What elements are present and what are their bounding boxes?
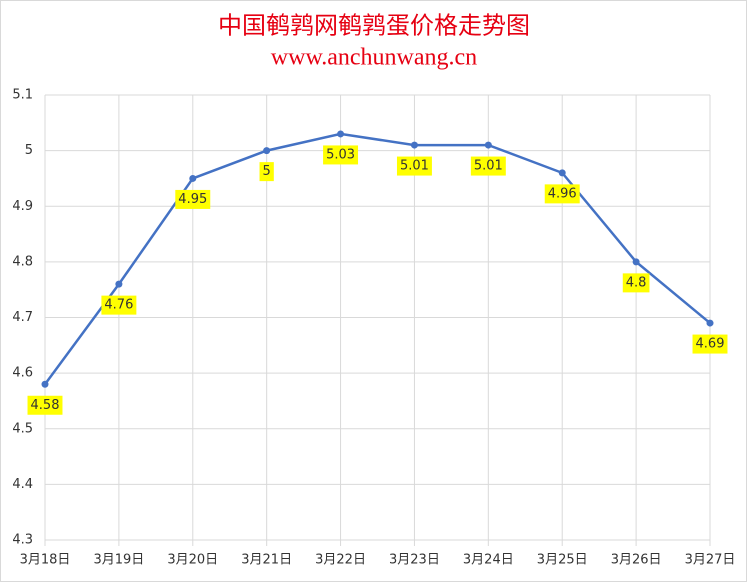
data-label-text: 5.01 xyxy=(400,159,429,174)
data-label-bg xyxy=(622,273,650,293)
x-tick-label: 3月27日 xyxy=(685,553,736,568)
data-label-text: 4.69 xyxy=(696,337,725,352)
x-tick-label: 3月25日 xyxy=(537,553,588,568)
x-tick-label: 3月18日 xyxy=(20,553,71,568)
data-label-bg xyxy=(544,184,580,204)
data-label-bg xyxy=(396,156,432,176)
point xyxy=(410,141,418,149)
y-tick-label: 4.9 xyxy=(12,199,33,214)
x-tick-label: 3月23日 xyxy=(389,553,440,568)
y-tick-label: 4.6 xyxy=(12,366,33,381)
chart-title: 中国鹌鹑网鹌鹑蛋价格走势图 xyxy=(218,12,530,40)
x-tick-label: 3月20日 xyxy=(167,553,218,568)
data-label: 4.76 xyxy=(101,295,137,315)
data-label: 5.01 xyxy=(396,156,432,176)
point xyxy=(115,280,123,288)
data-label-text: 5 xyxy=(263,164,271,179)
data-label-text: 4.8 xyxy=(626,275,647,290)
data-label: 5.01 xyxy=(470,156,506,176)
data-label: 4.69 xyxy=(692,334,728,354)
x-tick-label: 3月22日 xyxy=(315,553,366,568)
y-tick-label: 4.7 xyxy=(12,310,33,325)
data-label-text: 5.01 xyxy=(474,159,503,174)
point xyxy=(558,169,566,177)
data-label: 5 xyxy=(259,162,274,182)
point xyxy=(41,380,49,388)
x-tick-label: 3月26日 xyxy=(611,553,662,568)
point xyxy=(706,319,714,327)
data-label: 4.96 xyxy=(544,184,580,204)
point xyxy=(337,130,345,138)
data-label-text: 5.03 xyxy=(326,147,355,162)
data-label-text: 4.96 xyxy=(548,186,577,201)
data-label: 4.58 xyxy=(27,395,63,415)
data-label-text: 4.95 xyxy=(178,192,207,207)
chart-subtitle: www.anchunwang.cn xyxy=(271,45,477,71)
y-tick-label: 5.1 xyxy=(12,88,33,103)
y-tick-label: 5 xyxy=(25,143,33,158)
y-tick-label: 4.8 xyxy=(12,254,33,269)
data-label-bg xyxy=(692,334,728,354)
data-label-bg xyxy=(470,156,506,176)
y-tick-label: 4.3 xyxy=(12,533,33,548)
y-tick-label: 4.4 xyxy=(12,477,33,492)
data-label-bg xyxy=(323,145,359,165)
data-label-bg xyxy=(175,189,211,209)
data-label-text: 4.76 xyxy=(104,298,133,313)
data-label-bg xyxy=(259,162,274,182)
data-label-text: 4.58 xyxy=(31,398,60,413)
y-tick-label: 4.5 xyxy=(12,421,33,436)
point xyxy=(632,258,640,266)
data-label: 4.8 xyxy=(622,273,650,293)
data-label-bg xyxy=(27,395,63,415)
point xyxy=(484,141,492,149)
data-label-bg xyxy=(101,295,137,315)
point xyxy=(189,174,197,182)
data-label: 5.03 xyxy=(323,145,359,165)
data-label: 4.95 xyxy=(175,189,211,209)
point xyxy=(263,147,271,155)
line xyxy=(43,132,711,385)
x-tick-label: 3月21日 xyxy=(241,553,292,568)
x-tick-label: 3月24日 xyxy=(463,553,514,568)
x-tick-label: 3月19日 xyxy=(93,553,144,568)
